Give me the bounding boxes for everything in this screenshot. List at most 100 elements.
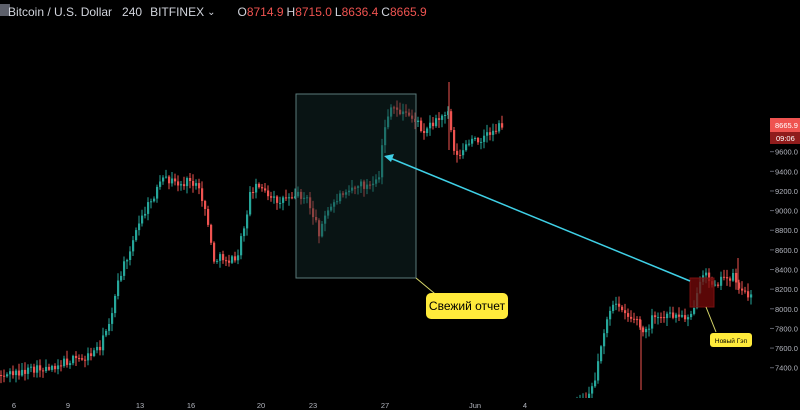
candle-body <box>252 192 255 193</box>
candle-body <box>690 313 693 318</box>
callout-pointer <box>705 306 717 333</box>
candle-body <box>240 236 243 256</box>
candle-body <box>249 192 252 215</box>
candle-body <box>168 176 171 184</box>
candle-body <box>732 273 735 281</box>
candle-body <box>165 176 168 178</box>
price-tick-label: 7400.0 <box>775 364 798 373</box>
gap-rectangle[interactable] <box>689 277 715 308</box>
candle-body <box>324 215 327 224</box>
candle-body <box>447 111 450 115</box>
candle-body <box>75 355 78 359</box>
candle-body <box>159 181 162 187</box>
callout-report-bg[interactable] <box>426 293 508 319</box>
candle-body <box>96 346 99 351</box>
price-tick-label: 8600.0 <box>775 246 798 255</box>
candle-body <box>594 380 597 387</box>
chevron-down-icon[interactable]: ⌄ <box>207 6 216 18</box>
candle-body <box>387 116 390 128</box>
candle-body <box>18 370 21 376</box>
exchange-label[interactable]: BITFINEX <box>150 5 205 19</box>
candle-body <box>63 358 66 367</box>
candle-body <box>465 144 468 151</box>
candle-body <box>24 369 27 374</box>
candle-body <box>144 213 147 216</box>
candle-body <box>651 315 654 329</box>
candle-body <box>186 178 189 187</box>
candle-body <box>282 197 285 203</box>
candle-body <box>180 184 183 186</box>
candle-body <box>204 201 207 209</box>
candle-body <box>399 109 402 115</box>
candle-body <box>48 366 51 370</box>
ohlc-high-value: 8715.0 <box>295 5 332 19</box>
candle-body <box>6 374 9 377</box>
candle-body <box>228 260 231 263</box>
symbol-header: Bitcoin / U.S. Dollar 240 BITFINEX ⌄ O 87… <box>4 4 430 20</box>
candle-body <box>492 130 495 135</box>
time-tick-label: 16 <box>187 401 195 410</box>
candle-body <box>69 363 72 365</box>
candle-body <box>39 365 42 371</box>
candle-body <box>285 197 288 199</box>
candle-body <box>288 197 291 199</box>
candle-body <box>591 386 594 394</box>
candle-body <box>147 202 150 214</box>
candle-body <box>237 255 240 261</box>
candle-body <box>588 393 591 400</box>
candle-body <box>609 310 612 320</box>
candle-body <box>735 273 738 283</box>
candle-body <box>366 184 369 189</box>
callout-report-label: Свежий отчет <box>429 299 506 313</box>
candle-body <box>177 181 180 186</box>
arrow-line[interactable] <box>389 157 691 282</box>
candle-body <box>213 242 216 262</box>
candle-body <box>51 365 54 370</box>
candle-body <box>363 181 366 189</box>
price-tick-label: 7600.0 <box>775 344 798 353</box>
candle-body <box>318 220 321 237</box>
candles-layer <box>0 82 753 410</box>
candle-body <box>210 224 213 243</box>
ohlc-high-key: H <box>286 5 296 19</box>
candle-body <box>21 369 24 376</box>
candle-body <box>459 154 462 156</box>
annotations-layer[interactable]: Свежий отчет Новый Гэп <box>295 93 752 347</box>
candle-body <box>657 317 660 319</box>
candle-body <box>738 282 741 289</box>
price-tick-label: 7800.0 <box>775 324 798 333</box>
time-axis[interactable]: 6 9 13 16 20 23 27 Jun 4 <box>0 398 770 410</box>
candle-body <box>360 181 363 187</box>
time-tick-label: 20 <box>257 401 265 410</box>
interval-label[interactable]: 240 <box>122 5 143 19</box>
candle-body <box>108 324 111 331</box>
candle-body <box>633 318 636 320</box>
candle-body <box>471 138 474 144</box>
candle-body <box>309 197 312 209</box>
candle-body <box>339 193 342 202</box>
candle-body <box>315 217 318 221</box>
candle-body <box>150 201 153 203</box>
candle-body <box>9 371 12 375</box>
candle-body <box>390 107 393 117</box>
candle-body <box>27 367 30 374</box>
ohlc-close-key: C <box>381 5 390 19</box>
report-rectangle[interactable] <box>295 93 417 279</box>
price-axis[interactable]: 7400.0 7600.0 7800.0 8000.0 8200.0 8400.0 8600… <box>770 0 800 400</box>
candle-body <box>354 187 357 189</box>
candle-body <box>201 188 204 201</box>
candle-body <box>294 196 297 198</box>
candle-body <box>705 272 708 276</box>
candle-body <box>171 178 174 184</box>
candle-body <box>156 186 159 199</box>
symbol-name[interactable]: Bitcoin / U.S. Dollar <box>8 5 113 19</box>
candle-body <box>78 358 81 359</box>
callout-gap-bg[interactable] <box>710 333 752 347</box>
candle-body <box>333 202 336 207</box>
price-tick-label: 8000.0 <box>775 305 798 314</box>
candle-body <box>432 122 435 127</box>
candle-body <box>138 223 141 231</box>
candle-body <box>261 187 264 189</box>
symbol-logo-icon <box>0 4 10 16</box>
